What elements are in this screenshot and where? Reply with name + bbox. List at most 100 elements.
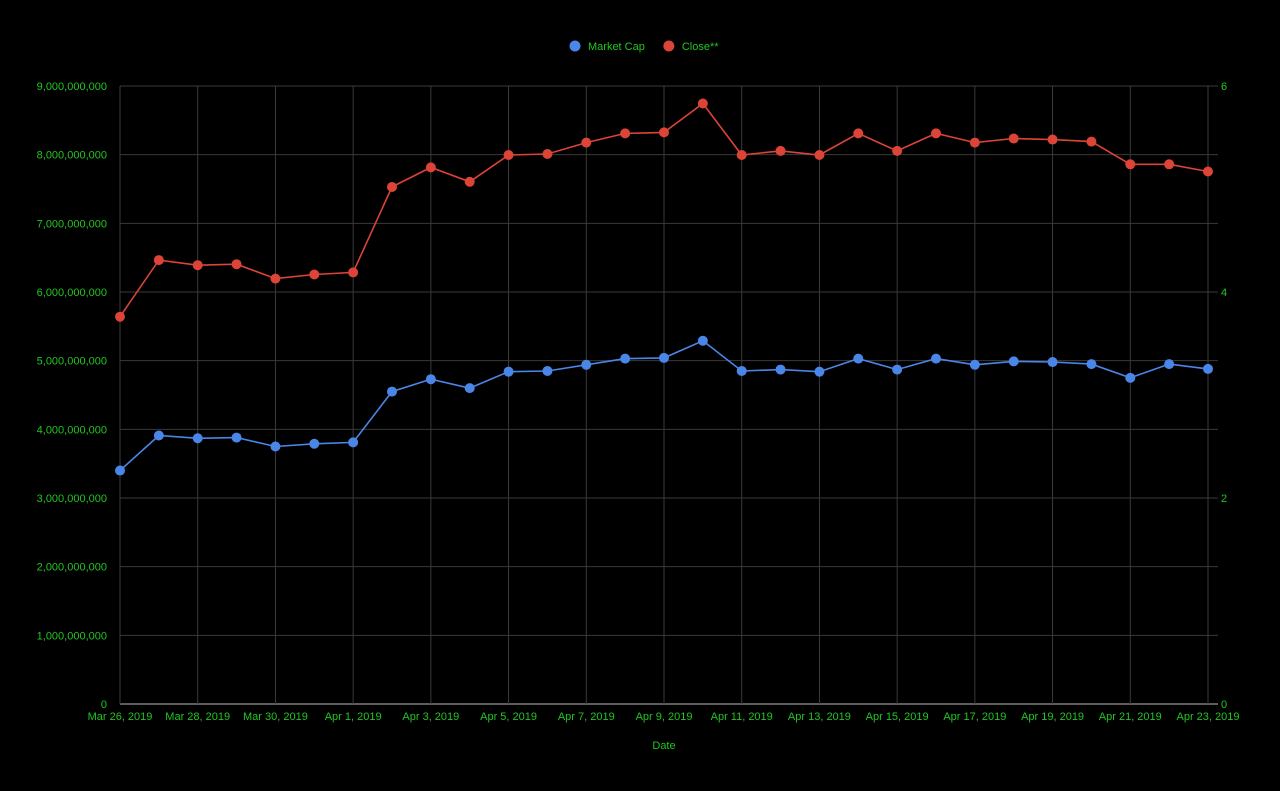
data-point-close xyxy=(231,259,242,270)
data-point-market-cap xyxy=(1125,372,1136,383)
data-point-close xyxy=(192,260,203,271)
data-point-market-cap xyxy=(1164,359,1175,370)
data-point-close xyxy=(853,128,864,139)
data-point-market-cap xyxy=(1203,363,1213,374)
data-point-close xyxy=(892,145,903,156)
x-tick-label: Apr 5, 2019 xyxy=(480,711,537,723)
x-tick-label: Apr 21, 2019 xyxy=(1099,711,1162,723)
data-point-close xyxy=(115,311,125,322)
data-point-market-cap xyxy=(309,438,320,449)
data-point-market-cap xyxy=(503,366,514,377)
data-point-close xyxy=(620,128,631,139)
data-point-close xyxy=(659,127,669,138)
data-point-market-cap xyxy=(1086,359,1097,370)
data-point-close xyxy=(1008,133,1019,144)
data-point-market-cap xyxy=(853,353,864,364)
data-point-close xyxy=(1086,136,1097,147)
y-right-tick-label: 2 xyxy=(1221,493,1227,505)
legend-marker-market-cap xyxy=(569,40,581,52)
data-point-close xyxy=(309,269,320,280)
legend-marker-close xyxy=(663,40,675,52)
data-point-close xyxy=(1164,159,1175,170)
x-tick-label: Apr 15, 2019 xyxy=(866,711,929,723)
x-tick-label: Apr 19, 2019 xyxy=(1021,711,1084,723)
data-point-market-cap xyxy=(542,365,553,376)
data-point-close xyxy=(1125,159,1136,170)
x-tick-label: Apr 13, 2019 xyxy=(788,711,851,723)
y-left-tick-label: 4,000,000,000 xyxy=(37,424,107,436)
y-axis-right: 0 2 4 6 xyxy=(1221,81,1227,711)
legend-label-close: Close** xyxy=(682,41,719,53)
series-layer xyxy=(115,98,1213,476)
y-left-tick-label: 8,000,000,000 xyxy=(37,150,107,162)
data-point-close xyxy=(270,273,281,284)
data-point-close xyxy=(387,181,397,192)
x-axis: Mar 26, 2019 Mar 28, 2019 Mar 30, 2019 Apr … xyxy=(88,711,1240,723)
data-point-close xyxy=(814,150,825,161)
data-point-market-cap xyxy=(931,353,941,364)
x-tick-label: Apr 17, 2019 xyxy=(943,711,1006,723)
data-point-market-cap xyxy=(581,359,592,370)
data-point-market-cap xyxy=(697,335,708,346)
y-left-tick-label: 3,000,000,000 xyxy=(37,493,107,505)
data-point-market-cap xyxy=(1047,357,1058,368)
data-point-close xyxy=(581,137,592,148)
x-tick-label: Mar 28, 2019 xyxy=(165,711,230,723)
x-tick-label: Apr 7, 2019 xyxy=(558,711,615,723)
y-axis-left: 0 1,000,000,000 2,000,000,000 3,000,000,000… xyxy=(37,81,107,711)
data-point-market-cap xyxy=(892,364,903,375)
y-left-tick-label: 7,000,000,000 xyxy=(37,218,107,230)
data-point-close xyxy=(736,150,747,161)
data-point-market-cap xyxy=(659,352,669,363)
y-right-tick-label: 6 xyxy=(1221,81,1227,93)
gridlines xyxy=(119,85,1218,705)
x-tick-label: Mar 30, 2019 xyxy=(243,711,308,723)
y-left-tick-label: 0 xyxy=(101,699,107,711)
y-left-tick-label: 5,000,000,000 xyxy=(37,356,107,368)
data-point-market-cap xyxy=(775,364,786,375)
data-point-market-cap xyxy=(425,374,436,385)
data-point-close xyxy=(931,128,941,139)
y-right-tick-label: 4 xyxy=(1221,287,1227,299)
data-point-close xyxy=(542,148,553,159)
x-tick-label: Apr 3, 2019 xyxy=(402,711,459,723)
data-point-close xyxy=(348,267,359,278)
data-point-close xyxy=(697,98,708,109)
x-tick-label: Apr 23, 2019 xyxy=(1177,711,1240,723)
data-point-close xyxy=(464,176,475,187)
data-point-close xyxy=(1047,134,1058,145)
data-point-close xyxy=(775,145,786,156)
data-point-market-cap xyxy=(270,441,281,452)
data-point-market-cap xyxy=(387,386,397,397)
data-point-close xyxy=(503,150,514,161)
y-left-tick-label: 6,000,000,000 xyxy=(37,287,107,299)
x-tick-label: Apr 11, 2019 xyxy=(711,711,773,723)
data-point-close xyxy=(153,255,164,266)
data-point-market-cap xyxy=(814,366,825,377)
data-point-market-cap xyxy=(115,465,125,476)
data-point-close xyxy=(1203,166,1213,177)
y-left-tick-label: 2,000,000,000 xyxy=(37,562,107,574)
data-point-market-cap xyxy=(464,383,475,394)
legend: Market Cap Close** xyxy=(569,40,719,53)
x-axis-title: Date xyxy=(652,740,675,752)
y-left-tick-label: 1,000,000,000 xyxy=(37,630,107,642)
x-tick-label: Mar 26, 2019 xyxy=(88,711,153,723)
x-tick-label: Apr 9, 2019 xyxy=(636,711,693,723)
data-point-market-cap xyxy=(620,353,631,364)
data-point-market-cap xyxy=(192,433,203,444)
y-left-tick-label: 9,000,000,000 xyxy=(37,81,107,93)
data-point-market-cap xyxy=(348,437,359,448)
y-right-tick-label: 0 xyxy=(1221,699,1227,711)
data-point-market-cap xyxy=(736,365,747,376)
data-point-close xyxy=(425,162,436,173)
data-point-close xyxy=(969,137,980,148)
data-point-market-cap xyxy=(231,432,242,443)
data-point-market-cap xyxy=(153,430,164,441)
data-point-market-cap xyxy=(1008,356,1019,367)
x-tick-label: Apr 1, 2019 xyxy=(325,711,382,723)
legend-label-market-cap: Market Cap xyxy=(588,41,645,53)
data-point-market-cap xyxy=(969,359,980,370)
